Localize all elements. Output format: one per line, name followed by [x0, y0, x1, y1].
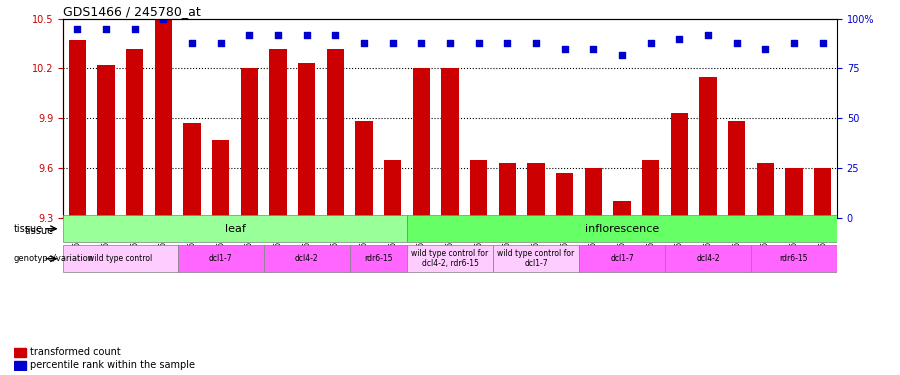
Point — [557, 46, 572, 52]
Bar — [384, 159, 401, 218]
Point — [472, 40, 486, 46]
Text: rdr6-15: rdr6-15 — [779, 254, 808, 263]
Point — [500, 40, 515, 46]
Point — [328, 32, 343, 38]
Point — [701, 32, 716, 38]
Bar — [212, 140, 230, 218]
Point — [385, 40, 400, 46]
Point — [672, 36, 687, 42]
Point — [815, 40, 830, 46]
Point — [128, 26, 142, 32]
Text: GDS1466 / 245780_at: GDS1466 / 245780_at — [63, 4, 201, 18]
Bar — [68, 40, 86, 218]
Text: transformed count: transformed count — [30, 347, 121, 357]
Bar — [556, 173, 573, 217]
Bar — [728, 122, 745, 218]
Bar — [269, 49, 286, 217]
Point — [213, 40, 228, 46]
Point — [242, 32, 256, 38]
FancyBboxPatch shape — [63, 215, 407, 242]
Bar — [786, 168, 803, 217]
Bar — [499, 163, 516, 218]
Text: dcl1-7: dcl1-7 — [209, 254, 232, 263]
Bar — [670, 113, 688, 218]
Bar — [126, 49, 143, 217]
FancyBboxPatch shape — [665, 245, 751, 272]
Bar — [298, 63, 315, 217]
Point — [529, 40, 544, 46]
Bar — [614, 201, 631, 217]
Bar — [155, 19, 172, 217]
Bar — [14, 361, 26, 370]
Point — [99, 26, 113, 32]
Point — [271, 32, 285, 38]
Bar — [470, 159, 487, 218]
Bar — [14, 348, 26, 357]
Text: dcl1-7: dcl1-7 — [610, 254, 634, 263]
Text: tissue: tissue — [14, 224, 42, 234]
Point — [730, 40, 744, 46]
Point — [70, 26, 85, 32]
Text: dcl4-2: dcl4-2 — [295, 254, 319, 263]
Text: inflorescence: inflorescence — [585, 224, 659, 234]
Bar — [441, 69, 459, 218]
Point — [414, 40, 428, 46]
Bar — [240, 69, 258, 218]
Point — [300, 32, 314, 38]
Point — [443, 40, 457, 46]
FancyBboxPatch shape — [579, 245, 665, 272]
FancyBboxPatch shape — [493, 245, 579, 272]
Text: tissue: tissue — [25, 226, 54, 236]
Bar — [642, 159, 660, 218]
Point — [586, 46, 600, 52]
FancyBboxPatch shape — [264, 245, 350, 272]
Point — [156, 16, 170, 22]
Point — [356, 40, 371, 46]
FancyBboxPatch shape — [407, 215, 837, 242]
Point — [787, 40, 801, 46]
Text: leaf: leaf — [225, 224, 246, 234]
FancyBboxPatch shape — [407, 245, 493, 272]
Text: rdr6-15: rdr6-15 — [364, 254, 392, 263]
Bar — [97, 65, 114, 218]
Bar — [585, 168, 602, 217]
Text: genotype/variation: genotype/variation — [14, 254, 94, 263]
FancyBboxPatch shape — [177, 245, 264, 272]
Text: dcl4-2: dcl4-2 — [697, 254, 720, 263]
Point — [184, 40, 199, 46]
Bar — [413, 69, 430, 218]
Bar — [757, 163, 774, 218]
Bar — [356, 122, 373, 218]
Bar — [814, 168, 832, 217]
FancyBboxPatch shape — [751, 245, 837, 272]
FancyBboxPatch shape — [63, 245, 177, 272]
Bar — [527, 163, 544, 218]
Text: wild type control: wild type control — [88, 254, 152, 263]
Text: wild type control for
dcl1-7: wild type control for dcl1-7 — [498, 249, 574, 268]
Bar — [699, 77, 716, 218]
Bar — [184, 123, 201, 218]
Text: percentile rank within the sample: percentile rank within the sample — [30, 360, 195, 370]
Text: wild type control for
dcl4-2, rdr6-15: wild type control for dcl4-2, rdr6-15 — [411, 249, 489, 268]
Bar — [327, 49, 344, 217]
Point — [615, 51, 629, 57]
Point — [644, 40, 658, 46]
FancyBboxPatch shape — [350, 245, 407, 272]
Point — [758, 46, 772, 52]
